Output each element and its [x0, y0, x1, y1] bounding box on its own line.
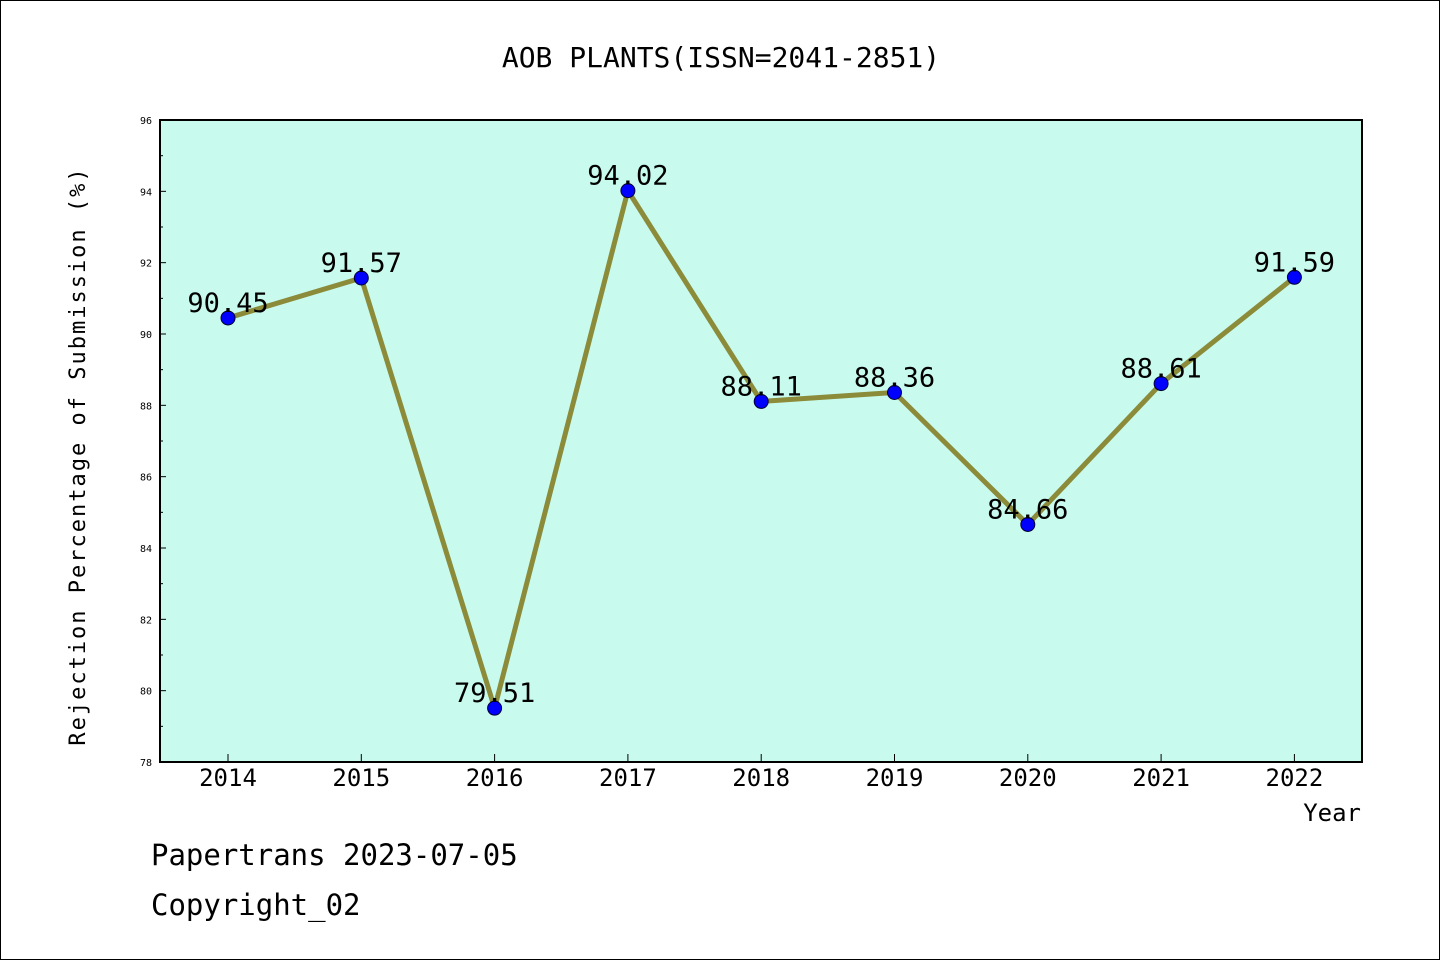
data-point-marker [220, 310, 236, 326]
y-tick-label: 86 [140, 473, 152, 484]
x-tick-label: 2021 [1132, 764, 1190, 792]
data-point-marker [887, 384, 902, 400]
data-label: 91.59 [1254, 247, 1335, 278]
data-point-marker [487, 700, 503, 716]
data-labels: 90.45 91.57 79.51 94.02 88.11 88.36 84.66 88.61… [187, 161, 1335, 710]
x-tick-label: 2020 [999, 764, 1057, 792]
x-tick-label: 2018 [732, 764, 790, 792]
footer-papertrans: Papertrans 2023-07-05 [151, 838, 518, 872]
x-tick-label: 2016 [466, 764, 524, 792]
x-tick-label: 2015 [332, 764, 390, 792]
y-tick-label: 80 [140, 687, 152, 698]
y-tick-label: 92 [140, 259, 152, 270]
data-label: 94.02 [587, 161, 668, 192]
y-tick-label: 78 [140, 758, 152, 769]
x-axis-label: Year [1303, 799, 1361, 827]
y-tick-label: 96 [140, 116, 152, 127]
data-point-marker [1020, 516, 1036, 532]
data-point-marker [1286, 269, 1302, 285]
y-axis: 78 80 82 84 86 88 90 92 94 96 [140, 116, 166, 769]
x-tick-label: 2019 [866, 764, 924, 792]
data-label: 84.66 [987, 494, 1068, 525]
x-tick-label: 2022 [1266, 764, 1324, 792]
data-label: 90.45 [187, 288, 268, 319]
data-label: 79.51 [454, 678, 535, 709]
y-tick-label: 94 [140, 187, 152, 198]
data-point-marker [353, 270, 369, 286]
y-tick-label: 90 [140, 330, 152, 341]
data-label: 88.36 [854, 362, 935, 393]
y-tick-label: 88 [140, 401, 152, 412]
series-line-group [220, 183, 1302, 716]
y-tick-label: 82 [140, 615, 152, 626]
data-point-marker [753, 393, 769, 409]
x-tick-label: 2014 [199, 764, 257, 792]
data-label: 91.57 [321, 248, 402, 279]
data-point-marker [1153, 376, 1169, 392]
chart-title: AOB PLANTS(ISSN=2041-2851) [502, 41, 940, 74]
y-tick-label: 84 [140, 544, 152, 555]
data-point-marker [620, 183, 636, 199]
data-label: 88.11 [721, 371, 802, 402]
y-axis-label: Rejection Percentage of Submission (%) [66, 166, 91, 745]
x-axis: 2014 2015 2016 2017 2018 2019 2020 2021 2022 [199, 754, 1323, 792]
data-label: 88.61 [1120, 354, 1201, 385]
plot-area [159, 119, 1363, 763]
x-tick-label: 2017 [599, 764, 657, 792]
footer-copyright: Copyright_02 [151, 888, 361, 923]
